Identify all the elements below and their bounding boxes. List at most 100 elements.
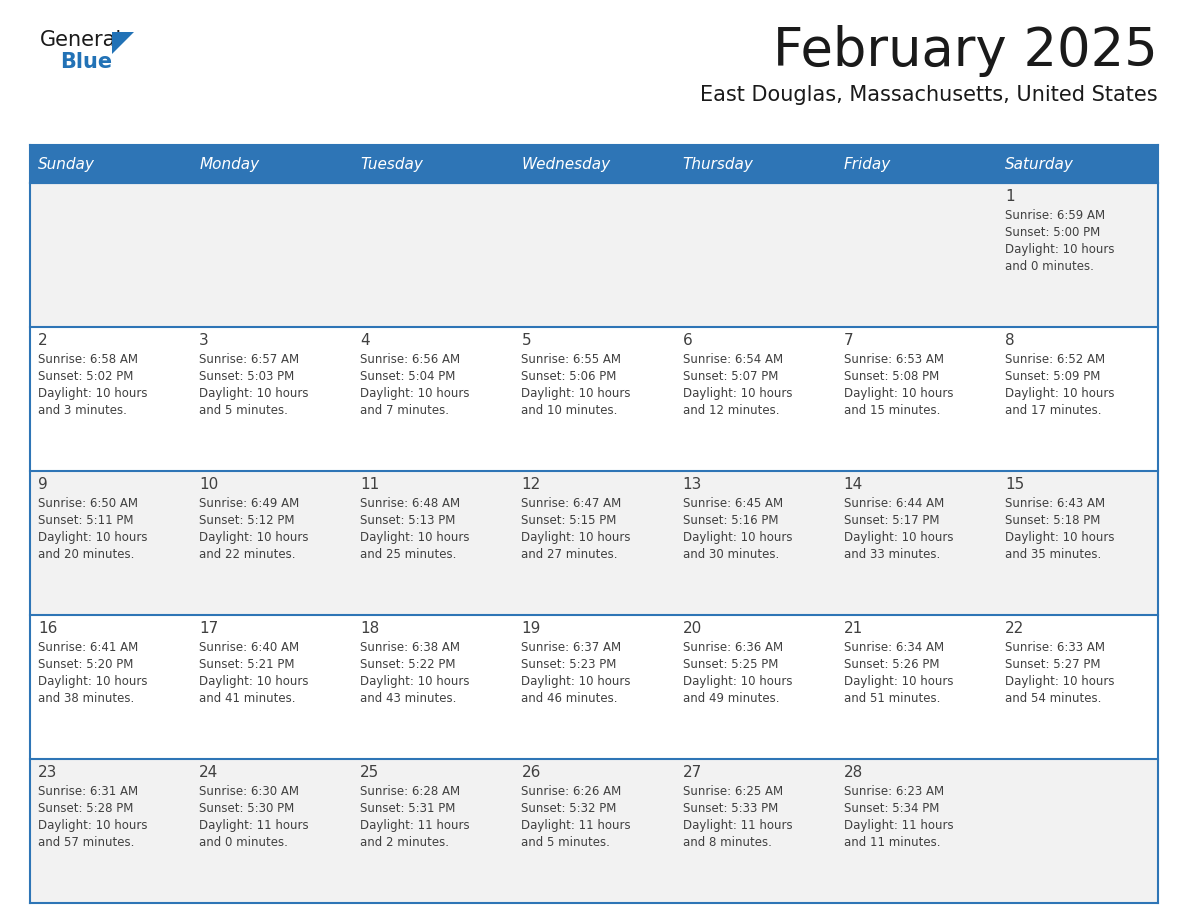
Text: Sunset: 5:34 PM: Sunset: 5:34 PM: [843, 802, 939, 815]
Text: 7: 7: [843, 333, 853, 348]
Text: Sunrise: 6:31 AM: Sunrise: 6:31 AM: [38, 785, 138, 798]
Text: Sunrise: 6:26 AM: Sunrise: 6:26 AM: [522, 785, 621, 798]
Text: 6: 6: [683, 333, 693, 348]
Text: and 38 minutes.: and 38 minutes.: [38, 692, 134, 705]
Text: 28: 28: [843, 765, 862, 780]
Text: Sunset: 5:06 PM: Sunset: 5:06 PM: [522, 370, 617, 383]
Text: Sunset: 5:31 PM: Sunset: 5:31 PM: [360, 802, 456, 815]
Text: and 7 minutes.: and 7 minutes.: [360, 404, 449, 417]
Text: Sunset: 5:33 PM: Sunset: 5:33 PM: [683, 802, 778, 815]
Text: Daylight: 10 hours: Daylight: 10 hours: [522, 675, 631, 688]
Text: 2: 2: [38, 333, 48, 348]
Text: and 46 minutes.: and 46 minutes.: [522, 692, 618, 705]
Text: Sunset: 5:08 PM: Sunset: 5:08 PM: [843, 370, 939, 383]
Text: Daylight: 11 hours: Daylight: 11 hours: [200, 819, 309, 832]
Text: Sunset: 5:18 PM: Sunset: 5:18 PM: [1005, 514, 1100, 527]
Text: Sunset: 5:16 PM: Sunset: 5:16 PM: [683, 514, 778, 527]
Text: Sunrise: 6:52 AM: Sunrise: 6:52 AM: [1005, 353, 1105, 366]
Text: 25: 25: [360, 765, 379, 780]
Text: 1: 1: [1005, 189, 1015, 204]
Text: Sunset: 5:30 PM: Sunset: 5:30 PM: [200, 802, 295, 815]
Text: Sunrise: 6:30 AM: Sunrise: 6:30 AM: [200, 785, 299, 798]
Bar: [30, 471, 1158, 615]
Text: Sunset: 5:23 PM: Sunset: 5:23 PM: [522, 658, 617, 671]
Text: and 54 minutes.: and 54 minutes.: [1005, 692, 1101, 705]
Text: Sunrise: 6:57 AM: Sunrise: 6:57 AM: [200, 353, 299, 366]
Text: and 51 minutes.: and 51 minutes.: [843, 692, 940, 705]
Text: February 2025: February 2025: [773, 25, 1158, 77]
Text: Daylight: 10 hours: Daylight: 10 hours: [1005, 387, 1114, 400]
Text: Daylight: 10 hours: Daylight: 10 hours: [683, 531, 792, 544]
Text: Daylight: 10 hours: Daylight: 10 hours: [360, 531, 469, 544]
Text: Sunrise: 6:48 AM: Sunrise: 6:48 AM: [360, 497, 461, 510]
Text: 26: 26: [522, 765, 541, 780]
Text: Daylight: 10 hours: Daylight: 10 hours: [200, 675, 309, 688]
Text: Sunrise: 6:58 AM: Sunrise: 6:58 AM: [38, 353, 138, 366]
Text: Daylight: 10 hours: Daylight: 10 hours: [360, 675, 469, 688]
Text: and 25 minutes.: and 25 minutes.: [360, 548, 456, 561]
Text: and 10 minutes.: and 10 minutes.: [522, 404, 618, 417]
Text: 21: 21: [843, 621, 862, 636]
Text: Sunset: 5:11 PM: Sunset: 5:11 PM: [38, 514, 133, 527]
Text: Sunset: 5:09 PM: Sunset: 5:09 PM: [1005, 370, 1100, 383]
Text: Sunrise: 6:56 AM: Sunrise: 6:56 AM: [360, 353, 461, 366]
Text: and 12 minutes.: and 12 minutes.: [683, 404, 779, 417]
Text: Sunrise: 6:23 AM: Sunrise: 6:23 AM: [843, 785, 943, 798]
Text: Sunrise: 6:38 AM: Sunrise: 6:38 AM: [360, 641, 460, 654]
Text: Daylight: 10 hours: Daylight: 10 hours: [522, 531, 631, 544]
Text: 11: 11: [360, 477, 379, 492]
Bar: [30, 327, 1158, 471]
Text: Daylight: 11 hours: Daylight: 11 hours: [522, 819, 631, 832]
Text: 18: 18: [360, 621, 379, 636]
Text: 3: 3: [200, 333, 209, 348]
Text: 8: 8: [1005, 333, 1015, 348]
Text: and 2 minutes.: and 2 minutes.: [360, 836, 449, 849]
Text: Sunrise: 6:44 AM: Sunrise: 6:44 AM: [843, 497, 944, 510]
Text: Daylight: 11 hours: Daylight: 11 hours: [360, 819, 470, 832]
Text: 14: 14: [843, 477, 862, 492]
Text: and 5 minutes.: and 5 minutes.: [200, 404, 287, 417]
Text: Sunrise: 6:36 AM: Sunrise: 6:36 AM: [683, 641, 783, 654]
Bar: [30, 615, 1158, 759]
Text: and 30 minutes.: and 30 minutes.: [683, 548, 779, 561]
Text: Thursday: Thursday: [683, 156, 753, 172]
Text: and 22 minutes.: and 22 minutes.: [200, 548, 296, 561]
Text: Sunrise: 6:25 AM: Sunrise: 6:25 AM: [683, 785, 783, 798]
Text: and 0 minutes.: and 0 minutes.: [200, 836, 287, 849]
Text: Daylight: 10 hours: Daylight: 10 hours: [38, 675, 147, 688]
Text: Daylight: 10 hours: Daylight: 10 hours: [38, 819, 147, 832]
Text: Sunset: 5:26 PM: Sunset: 5:26 PM: [843, 658, 940, 671]
Text: 15: 15: [1005, 477, 1024, 492]
Text: Daylight: 10 hours: Daylight: 10 hours: [1005, 675, 1114, 688]
Text: Sunrise: 6:43 AM: Sunrise: 6:43 AM: [1005, 497, 1105, 510]
Text: and 57 minutes.: and 57 minutes.: [38, 836, 134, 849]
Text: Sunset: 5:00 PM: Sunset: 5:00 PM: [1005, 226, 1100, 239]
Text: 5: 5: [522, 333, 531, 348]
Text: Sunrise: 6:40 AM: Sunrise: 6:40 AM: [200, 641, 299, 654]
Text: and 15 minutes.: and 15 minutes.: [843, 404, 940, 417]
Text: Monday: Monday: [200, 156, 259, 172]
Text: Sunrise: 6:49 AM: Sunrise: 6:49 AM: [200, 497, 299, 510]
Text: Sunset: 5:32 PM: Sunset: 5:32 PM: [522, 802, 617, 815]
Text: Daylight: 10 hours: Daylight: 10 hours: [360, 387, 469, 400]
Text: East Douglas, Massachusetts, United States: East Douglas, Massachusetts, United Stat…: [701, 85, 1158, 105]
Text: 9: 9: [38, 477, 48, 492]
Text: Daylight: 10 hours: Daylight: 10 hours: [1005, 243, 1114, 256]
Text: 10: 10: [200, 477, 219, 492]
Text: Sunrise: 6:55 AM: Sunrise: 6:55 AM: [522, 353, 621, 366]
Text: and 3 minutes.: and 3 minutes.: [38, 404, 127, 417]
Text: Sunset: 5:27 PM: Sunset: 5:27 PM: [1005, 658, 1100, 671]
Text: Sunset: 5:20 PM: Sunset: 5:20 PM: [38, 658, 133, 671]
Text: Daylight: 10 hours: Daylight: 10 hours: [522, 387, 631, 400]
Text: 20: 20: [683, 621, 702, 636]
Text: Sunrise: 6:54 AM: Sunrise: 6:54 AM: [683, 353, 783, 366]
Polygon shape: [112, 32, 134, 54]
Text: and 5 minutes.: and 5 minutes.: [522, 836, 611, 849]
Text: Sunrise: 6:41 AM: Sunrise: 6:41 AM: [38, 641, 138, 654]
Text: Sunset: 5:22 PM: Sunset: 5:22 PM: [360, 658, 456, 671]
Text: Sunset: 5:02 PM: Sunset: 5:02 PM: [38, 370, 133, 383]
Text: Friday: Friday: [843, 156, 891, 172]
Text: Daylight: 10 hours: Daylight: 10 hours: [1005, 531, 1114, 544]
Text: and 41 minutes.: and 41 minutes.: [200, 692, 296, 705]
Text: 12: 12: [522, 477, 541, 492]
